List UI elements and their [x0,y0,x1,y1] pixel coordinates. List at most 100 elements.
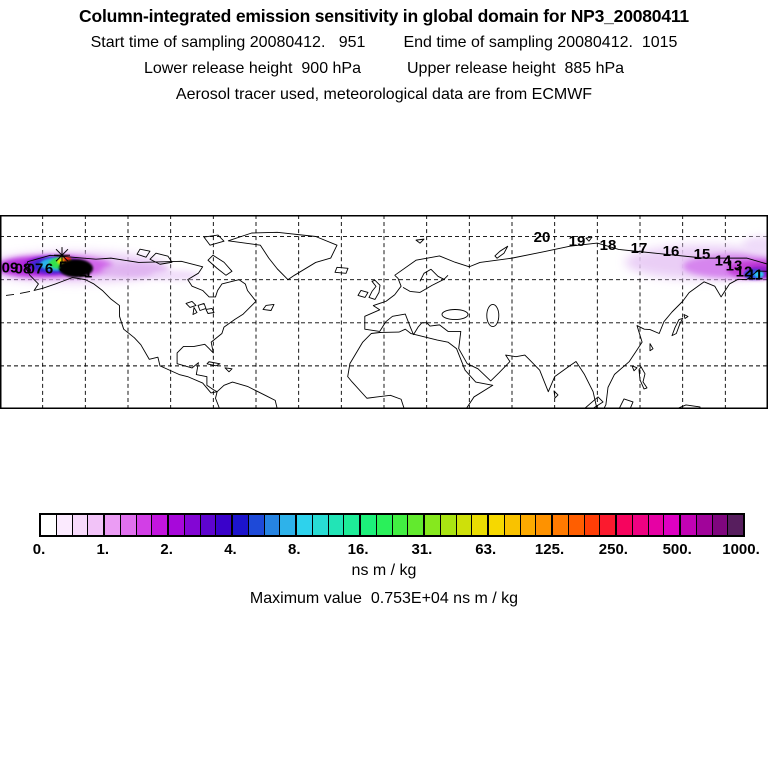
colorbar-cell [600,515,617,535]
sampling-end-value: 20080412. 1015 [557,34,678,51]
colorbar-cell [184,515,201,535]
lower-release-label: Lower release height [143,60,293,77]
caspian-sea [486,304,500,328]
colorbar-cell [216,515,233,535]
track-hour-label: 16 [663,243,680,260]
coast-greenland [227,231,338,281]
lower-release-height: Lower release height 900 hPa [144,60,361,78]
colorbar-tick: 8. [288,541,301,558]
upper-release-height: Upper release height 885 hPa [407,60,624,78]
colorbar-cell [472,515,489,535]
colorbar-cell [88,515,105,535]
track-hour-label: 2 [79,263,87,280]
sampling-start-label: Start time of sampling [90,34,246,51]
plume-blob [742,236,768,255]
colorbar-cell [553,515,569,535]
coast-japan [671,314,689,337]
coastlines [5,231,768,409]
colorbar-cell [361,515,377,535]
sampling-end-label: End time of sampling [403,34,553,51]
colorbar-cell [648,515,665,535]
colorbar-cell [264,515,281,535]
plume-blob [150,270,200,281]
coast-eurasia-arctic [394,242,768,276]
sampling-time-line: Start time of sampling 20080412. 951 End… [0,34,768,52]
coast-hainan [631,365,638,372]
track-hour-label: 3 [73,262,81,279]
coast-newfoundland [262,304,275,311]
colorbar-tick: 250. [598,541,628,558]
colorbar-tick-labels: 0. 1. 2. 4. 8. 16. 31. 63. 125. 250. 500. 1000. [33,541,760,559]
track-hour-label: 20 [534,229,551,246]
colorbar-cell [712,515,729,535]
colorbar-tick: 4. [224,541,237,558]
colorbar-cell [328,515,345,535]
colorbar-cell [248,515,265,535]
track-hour-label: 08 [15,260,32,277]
coast-philippines [638,366,648,390]
colorbar-cell [520,515,537,535]
coast-south-asia-europe [364,274,598,409]
colorbar-cell [584,515,601,535]
coast-baltic [402,268,449,293]
map-border [0,215,768,409]
track-hour-label: 5 [59,258,67,275]
great-lakes [185,300,215,315]
world-map-panel: 20 19 18 17 16 15 14 13 12 11 09 08 07 6 5 4 3 2 1 [0,215,768,409]
coast-ireland [357,289,369,298]
colorbar-cell [105,515,121,535]
coast-victoria-island [149,252,173,265]
track-hour-label: 15 [694,246,711,263]
colorbar-cell [664,515,681,535]
colorbar-cell [312,515,329,535]
coast-baffin-island [207,254,233,276]
colorbar-cell [200,515,217,535]
coast-sri-lanka [553,390,559,399]
colorbar-tick: 500. [662,541,692,558]
maximum-value-units: ns m / kg [453,590,519,607]
coast-iceland [334,266,349,274]
plume-blob [59,259,93,278]
track-hour-label: 4 [66,261,75,278]
colorbar-cell [136,515,153,535]
coast-south-america [215,381,278,409]
coast-new-guinea [675,404,701,409]
coast-north-america [25,254,257,394]
track-hour-label: 17 [631,240,648,257]
colorbar-tick: 0. [32,541,46,558]
track-hour-label: 07 [27,260,44,277]
colorbar-cell [280,515,297,535]
colorbar-cell [681,515,697,535]
colorbar-tick: 125. [534,541,565,558]
colorbar-cell [617,515,633,535]
track-hour-label: 1 [84,264,92,281]
track-hour-label: 19 [569,233,586,250]
maximum-value-line: Maximum value 0.753E+04 ns m / kg [0,590,768,608]
colorbar-cell [344,515,361,535]
coast-hispaniola [224,367,233,373]
sampling-start: Start time of sampling 20080412. 951 [91,34,366,52]
plume-blob [754,270,764,278]
colorbar-cell [456,515,473,535]
track-hour-label: 18 [600,237,617,254]
colorbar-cell [297,515,313,535]
lower-release-value: 900 hPa [301,60,361,77]
colorbar-tick: 1000. [722,541,760,558]
coast-sumatra [583,396,604,409]
aleutian-islands [5,290,31,296]
track-hour-label: 12 [736,263,753,280]
track-hour-label: 6 [45,260,53,277]
colorbar-cell [376,515,393,535]
sampling-end: End time of sampling 20080412. 1015 [403,34,677,52]
colorbar-tick: 16. [347,541,369,558]
colorbar-cell [233,515,249,535]
coast-svalbard [415,238,425,244]
coast-novaya-zemlya [494,245,509,259]
track-hour-label: 14 [715,252,732,269]
colorbar-cell [425,515,441,535]
sampling-start-value: 20080412. 951 [249,34,366,51]
colorbar-cell [152,515,169,535]
release-height-line: Lower release height 900 hPa Upper relea… [0,60,768,78]
